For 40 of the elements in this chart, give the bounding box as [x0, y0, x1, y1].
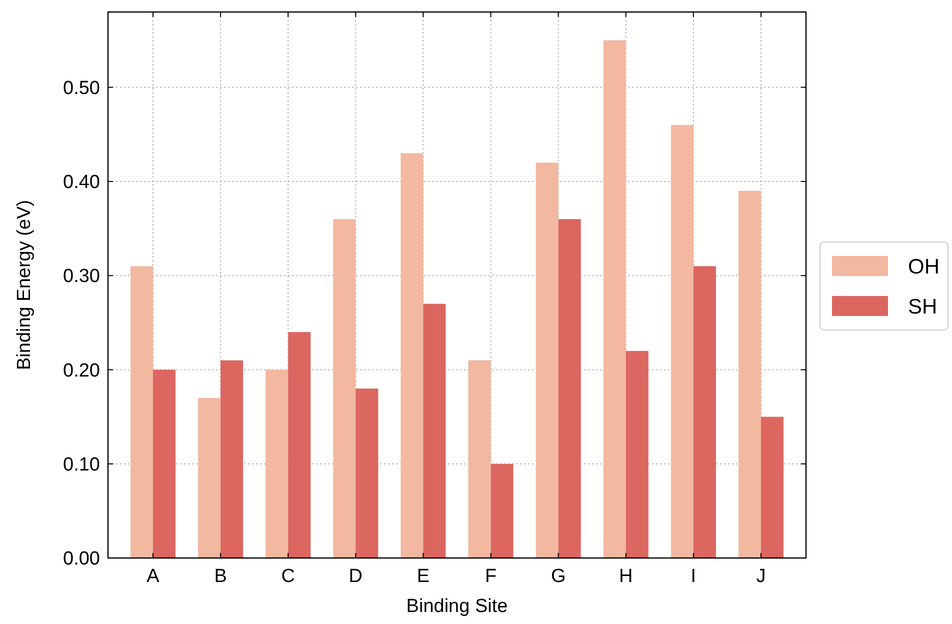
bar [288, 332, 311, 558]
x-tick-label: F [484, 566, 497, 587]
bar [356, 388, 378, 558]
x-tick-label: B [214, 566, 227, 587]
y-tick-label: 0.40 [63, 172, 100, 194]
bar [603, 40, 626, 558]
x-tick-label: A [146, 566, 160, 587]
bar [693, 266, 716, 558]
y-tick-label: 0.20 [63, 360, 100, 382]
bar [423, 304, 446, 558]
bar [558, 219, 581, 558]
bar [468, 360, 491, 558]
bar [220, 360, 244, 558]
x-tick-label: D [348, 566, 363, 587]
y-tick-label: 0.30 [63, 266, 100, 288]
bar [130, 266, 153, 558]
legend-label: SH [908, 295, 938, 318]
bar [198, 398, 221, 558]
bar [670, 124, 694, 558]
bar [153, 370, 176, 558]
x-tick-label: H [619, 566, 633, 587]
bar [626, 350, 648, 558]
bar [333, 219, 356, 558]
bar [490, 464, 514, 558]
x-tick-label: E [416, 566, 430, 587]
x-tick-label: C [281, 566, 295, 587]
x-tick-label: I [690, 566, 696, 587]
bar [400, 153, 424, 558]
y-tick-label: 0.00 [63, 548, 100, 570]
y-tick-label: 0.50 [63, 78, 100, 99]
x-axis-title: Binding Site [406, 596, 508, 617]
bar [761, 416, 784, 558]
bar [536, 162, 558, 558]
x-tick-label: J [756, 566, 766, 587]
y-axis-title: Binding Energy (eV) [14, 200, 35, 370]
x-tick-label: G [550, 566, 566, 587]
bar [738, 190, 761, 558]
y-tick-label: 0.10 [63, 454, 100, 476]
legend-label: OH [908, 255, 940, 278]
bar [266, 370, 288, 558]
